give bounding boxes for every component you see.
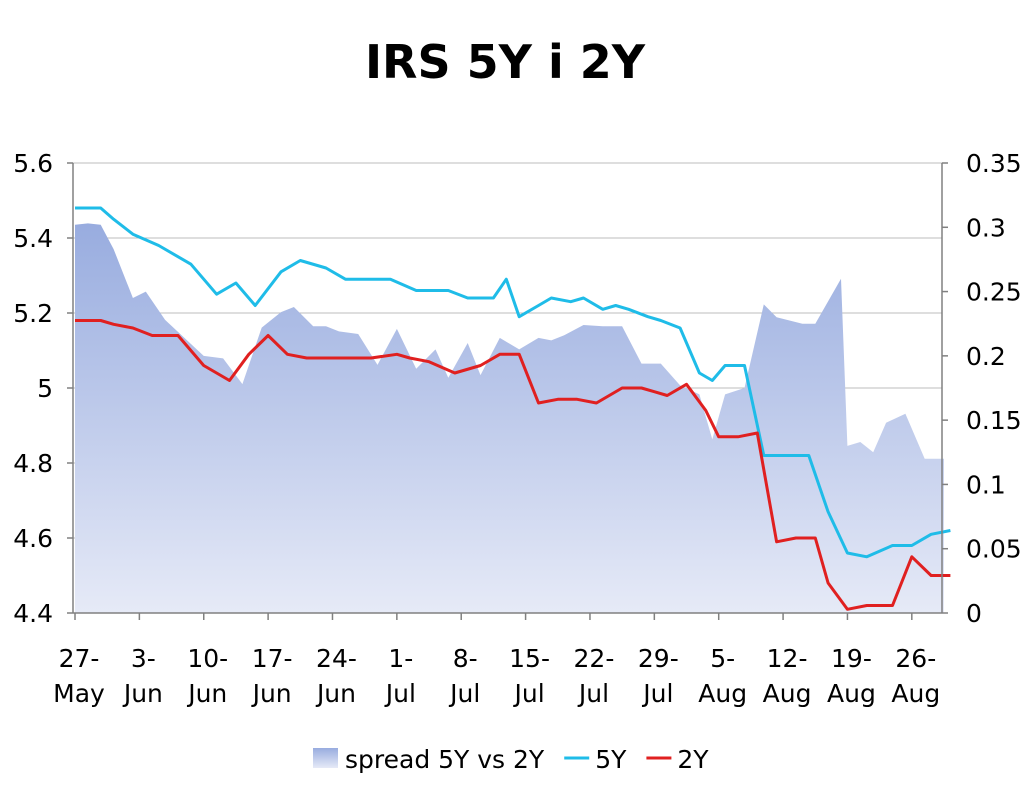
x-tick-label-month: Aug (827, 679, 876, 708)
legend: spread 5Y vs 2Y 5Y 2Y (313, 745, 709, 774)
x-tick-label-month: Jul (513, 679, 545, 708)
y-right-tick-label: 0.15 (966, 406, 1022, 435)
legend-label: spread 5Y vs 2Y (345, 745, 545, 774)
x-tick-label-day: 12- (767, 644, 808, 673)
y-right-tick-label: 0.35 (966, 149, 1022, 178)
series-line-5y (75, 206, 951, 559)
x-tick-label-month: Jul (577, 679, 609, 708)
y-left-tick-label: 5.4 (13, 224, 53, 253)
x-tick-label-month: Jun (186, 679, 227, 708)
x-tick-label-month: Aug (763, 679, 812, 708)
axes: 4.4 4.6 4.8 5 5.2 5.4 5.6 0 0.05 0.1 0.15 0.2 0.25 0.… (13, 149, 1021, 708)
series-line-2y (75, 319, 951, 611)
x-tick-label-day: 3- (131, 644, 156, 673)
x-tick-label-month: Jul (448, 679, 480, 708)
x-tick-label-month: Jun (251, 679, 292, 708)
x-tick-label-day: 17- (252, 644, 293, 673)
spread-area-layer (75, 223, 944, 613)
legend-swatch-spread (313, 748, 338, 768)
x-tick-label-month: Aug (698, 679, 747, 708)
x-tick-label-month: Aug (891, 679, 940, 708)
x-tick-label-month: May (53, 679, 105, 708)
y-left-tick-label: 4.4 (13, 599, 53, 628)
x-tick-label-month: Jul (384, 679, 416, 708)
x-tick-label-day: 24- (316, 644, 357, 673)
x-tick-label-day: 27- (59, 644, 100, 673)
y-right-tick-label: 0.3 (966, 213, 1006, 242)
y-right-tick-label: 0.1 (966, 470, 1006, 499)
series-lines-layer (75, 206, 951, 611)
x-tick-label-day: 19- (831, 644, 872, 673)
x-tick-label-day: 1- (388, 644, 413, 673)
chart-title: IRS 5Y i 2Y (365, 35, 646, 89)
y-left-tick-label: 5.2 (13, 299, 53, 328)
x-tick-label-day: 29- (638, 644, 679, 673)
y-right-tick-label: 0.05 (966, 535, 1022, 564)
x-tick-label-day: 15- (509, 644, 550, 673)
x-tick-label-month: Jul (641, 679, 673, 708)
legend-label: 5Y (595, 745, 627, 774)
x-tick-label-month: Jun (315, 679, 356, 708)
x-tick-label-day: 10- (187, 644, 228, 673)
y-right-tick-label: 0.25 (966, 278, 1022, 307)
y-left-tick-label: 5.6 (13, 149, 53, 178)
series-area-spread (75, 223, 944, 613)
x-tick-label-day: 26- (895, 644, 936, 673)
x-tick-label-day: 8- (453, 644, 478, 673)
x-tick-label-day: 22- (574, 644, 615, 673)
y-right-tick-label: 0 (966, 599, 982, 628)
x-tick-label-day: 5- (710, 644, 735, 673)
legend-label: 2Y (677, 745, 709, 774)
y-left-tick-label: 4.8 (13, 449, 53, 478)
y-left-tick-label: 4.6 (13, 524, 53, 553)
y-right-tick-label: 0.2 (966, 342, 1006, 371)
y-left-tick-label: 5 (37, 374, 53, 403)
x-tick-label-month: Jun (122, 679, 163, 708)
